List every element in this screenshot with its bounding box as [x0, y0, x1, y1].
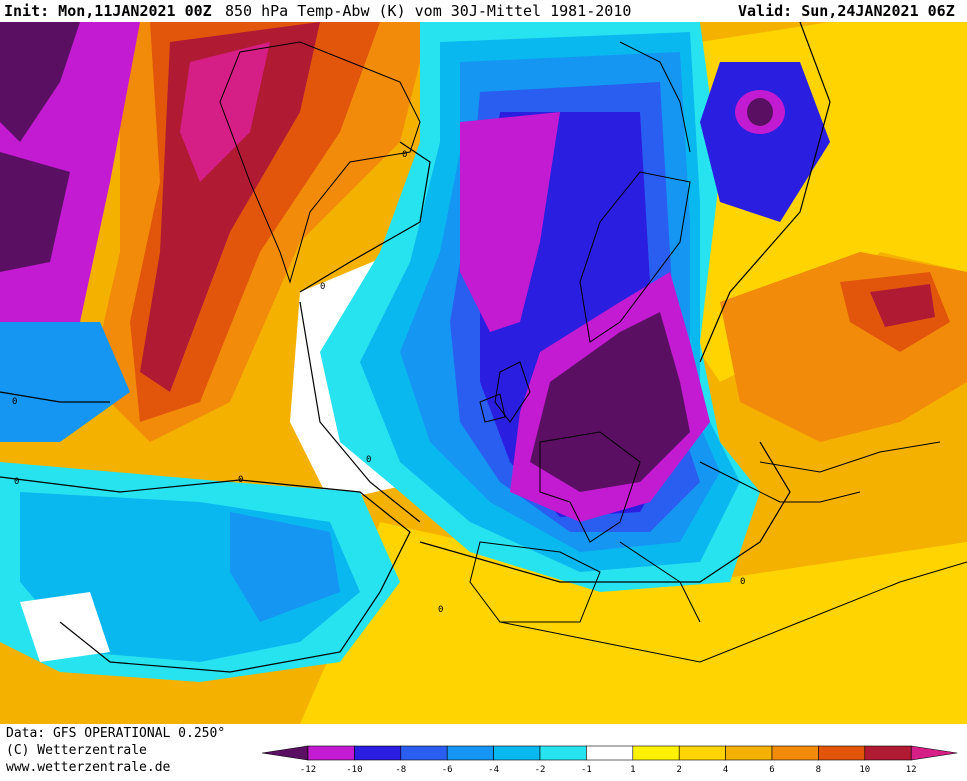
- color-legend-bar: [261, 745, 958, 761]
- legend-tick-label: 4: [722, 765, 729, 775]
- legend-swatch: [910, 745, 958, 761]
- legend-tick-label: 8: [815, 765, 822, 775]
- parameter-title: 850 hPa Temp-Abw (K) vom 30J-Mittel 1981…: [225, 2, 632, 20]
- legend-swatch: [725, 745, 773, 761]
- legend-tick-label: -6: [441, 765, 453, 775]
- legend-tick-label: -1: [580, 765, 592, 775]
- legend-swatch: [771, 745, 819, 761]
- site-url-label: www.wetterzentrale.de: [6, 760, 171, 775]
- legend-tick-label: -2: [534, 765, 546, 775]
- legend-swatch: [400, 745, 448, 761]
- copyright-label: (C) Wetterzentrale: [6, 743, 147, 758]
- init-time: Init: Mon,11JAN2021 00Z: [4, 2, 212, 20]
- legend-tick-label: 6: [769, 765, 775, 775]
- legend-swatch: [261, 745, 309, 761]
- contour-label: 0: [402, 150, 407, 160]
- valid-time: Valid: Sun,24JAN2021 06Z: [738, 2, 955, 20]
- legend-tick-label: 12: [905, 765, 917, 775]
- legend-tick-label: -12: [299, 765, 317, 775]
- contour-label: 0: [438, 605, 443, 615]
- legend-swatch: [632, 745, 680, 761]
- legend-tick-label: 2: [676, 765, 682, 775]
- contour-label: 0: [238, 475, 243, 485]
- legend-tick-label: -4: [488, 765, 500, 775]
- legend-tick-label: 1: [630, 765, 636, 775]
- coastlines: [219, 41, 967, 663]
- legend-swatch: [586, 745, 634, 761]
- data-source-label: Data: GFS OPERATIONAL 0.250°: [6, 726, 226, 741]
- contour-label: 0: [14, 477, 19, 487]
- legend-swatch: [493, 745, 541, 761]
- footer: Data: GFS OPERATIONAL 0.250° (C) Wetterz…: [0, 724, 967, 781]
- contour-label: 0: [366, 455, 371, 465]
- color-legend: -12 -10 -8 -6 -4 -2 -1 1 2 4 6 8 10 12: [261, 744, 962, 775]
- legend-swatch: [539, 745, 587, 761]
- contour-label: 0: [12, 397, 17, 407]
- legend-tick-label: -8: [395, 765, 407, 775]
- legend-tick-label: 10: [859, 765, 871, 775]
- anomaly-map: 0 0 0 0 0 0 0 0: [0, 22, 967, 724]
- title-bar: Init: Mon,11JAN2021 00Z 850 hPa Temp-Abw…: [0, 0, 967, 22]
- legend-swatch: [818, 745, 866, 761]
- legend-tick-label: -10: [346, 765, 363, 775]
- legend-swatch: [864, 745, 912, 761]
- legend-swatch: [446, 745, 494, 761]
- anomaly-field: 0 0 0 0 0 0 0 0: [0, 22, 967, 724]
- contour-label: 0: [320, 282, 325, 292]
- contour-label: 0: [740, 577, 745, 587]
- zero-contour-lines: [0, 22, 831, 673]
- legend-swatch: [307, 745, 355, 761]
- legend-swatch: [678, 745, 726, 761]
- legend-swatch: [354, 745, 402, 761]
